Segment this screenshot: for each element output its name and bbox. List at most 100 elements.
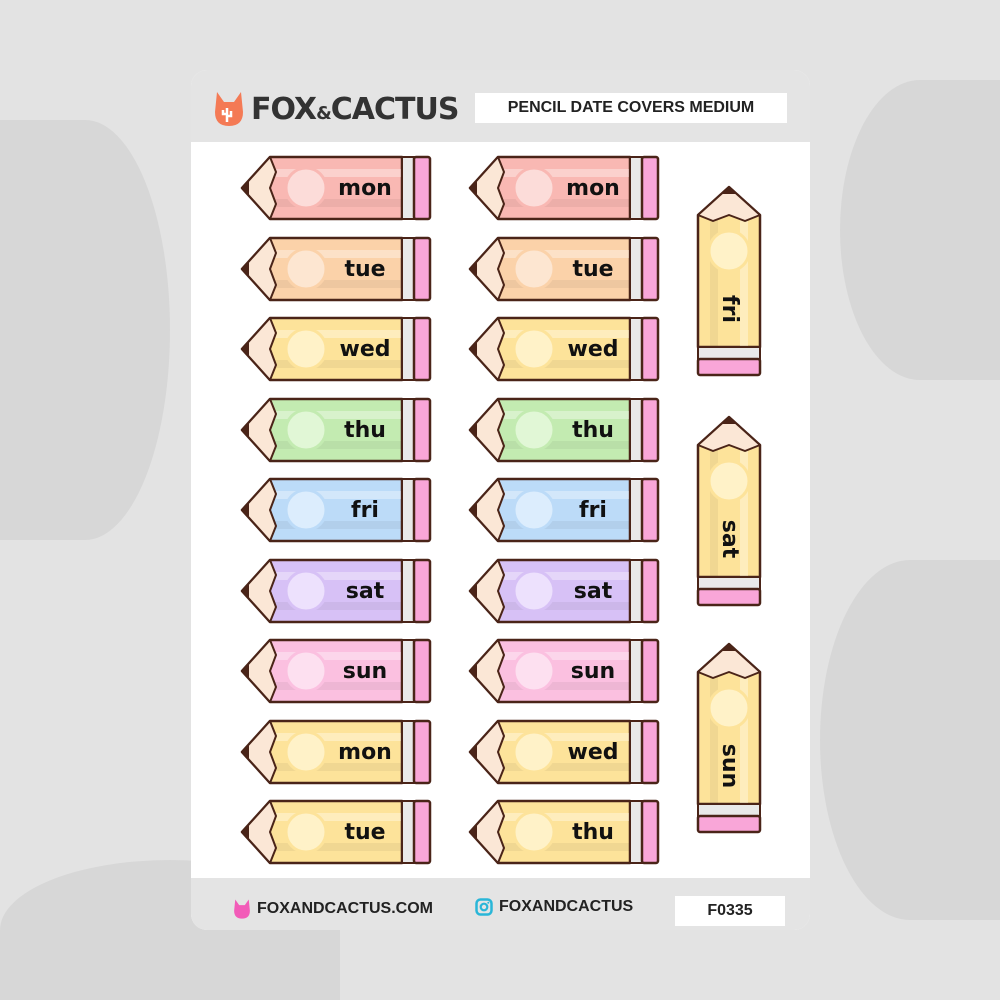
day-label: sun [717, 744, 742, 788]
date-circle [284, 569, 328, 612]
pencil-eraser [696, 587, 762, 607]
pencil-eraser [640, 558, 660, 623]
pencil-sticker-sat: sat [240, 558, 432, 623]
pencil-ferrule [401, 800, 415, 864]
date-circle [512, 327, 556, 371]
pencil-ferrule [697, 803, 761, 817]
pencil-sticker-tue: tue [240, 799, 432, 865]
pencil-ferrule [401, 639, 415, 703]
bg-shape [820, 560, 1000, 920]
pencil-sticker-sun: sun [468, 638, 660, 704]
pencil-lead [470, 421, 477, 438]
pencil-lead [470, 502, 477, 518]
date-circle [512, 408, 556, 451]
pencil-ferrule [401, 478, 415, 542]
day-label: mon [338, 176, 392, 201]
pencil-sticker-wed: wed [468, 719, 660, 784]
pencil-sticker-tue: tue [468, 236, 660, 301]
bg-shape [0, 120, 170, 540]
fox-icon [234, 899, 250, 919]
sheet-header: FOX&CACTUS PENCIL DATE COVERS MEDIUM [191, 70, 810, 142]
pencil-ferrule [629, 719, 643, 784]
instagram-icon [475, 898, 493, 916]
sheet-footer: FOXANDCACTUS.COM FOXANDCACTUS F0335 [191, 878, 810, 930]
pencil-ferrule [629, 800, 643, 864]
day-label: fri [717, 295, 742, 323]
pencil-lead [242, 582, 249, 599]
date-circle [284, 649, 328, 693]
pencil-lead [242, 663, 249, 679]
pencil-sticker-sat: sat [468, 558, 660, 623]
pencil-lead [242, 824, 249, 840]
date-circle [512, 730, 556, 773]
pencil-ferrule [629, 478, 643, 542]
brand-logo: FOX&CACTUS [213, 90, 459, 128]
pencil-lead [721, 417, 737, 424]
pencil-sticker-fri: fri [468, 477, 660, 543]
pencil-ferrule [697, 576, 761, 590]
day-label: tue [344, 820, 385, 845]
day-label: wed [568, 337, 619, 362]
day-label: sun [343, 659, 387, 684]
pencil-sticker-wed: wed [468, 316, 660, 382]
day-label: mon [338, 740, 392, 765]
pencil-ferrule [401, 719, 415, 784]
date-circle [512, 649, 556, 693]
date-circle [512, 247, 556, 290]
pencil-eraser [696, 814, 762, 834]
pencil-lead [242, 502, 249, 518]
pencil-ferrule [629, 558, 643, 623]
pencil-ferrule [629, 156, 643, 220]
day-label: thu [572, 418, 614, 443]
day-label: sat [717, 520, 742, 559]
pencil-eraser [412, 155, 432, 221]
pencil-eraser [412, 799, 432, 865]
pencil-eraser [412, 638, 432, 704]
pencil-lead [242, 341, 249, 357]
date-circle [284, 327, 328, 371]
pencil-ferrule [697, 346, 761, 360]
pencil-ferrule [629, 236, 643, 301]
pencil-ferrule [401, 156, 415, 220]
pencil-ferrule [401, 558, 415, 623]
date-circle [512, 810, 556, 854]
pencil-ferrule [629, 397, 643, 462]
date-circle [284, 408, 328, 451]
pencil-eraser [412, 236, 432, 301]
pencil-lead [242, 260, 249, 277]
pencil-eraser [640, 638, 660, 704]
website-link[interactable]: FOXANDCACTUS.COM [233, 898, 433, 920]
pencil-eraser [640, 477, 660, 543]
day-label: sun [571, 659, 615, 684]
pencil-lead [470, 180, 477, 196]
date-circle [707, 229, 751, 273]
date-circle [284, 488, 328, 532]
pencil-eraser [412, 316, 432, 382]
day-label: fri [579, 498, 607, 523]
pencil-sticker-thu: thu [468, 799, 660, 865]
pencil-sticker-fri: fri [240, 477, 432, 543]
day-label: wed [568, 740, 619, 765]
date-circle [284, 730, 328, 773]
instagram-link[interactable]: FOXANDCACTUS [475, 898, 633, 916]
pencil-sticker-thu: thu [240, 397, 432, 462]
sheet-title: PENCIL DATE COVERS MEDIUM [475, 93, 787, 123]
pencil-eraser [412, 477, 432, 543]
day-label: fri [351, 498, 379, 523]
pencil-lead [470, 582, 477, 599]
pencil-ferrule [629, 639, 643, 703]
pencil-lead [470, 743, 477, 760]
pencil-ferrule [401, 397, 415, 462]
pencil-sticker-wed: wed [240, 316, 432, 382]
pencil-sticker-mon: mon [468, 155, 660, 221]
pencil-eraser [640, 397, 660, 462]
pencil-eraser [696, 357, 762, 377]
date-circle [707, 459, 751, 503]
pencil-eraser [640, 799, 660, 865]
pencil-sticker-mon: mon [240, 155, 432, 221]
pencil-eraser [640, 316, 660, 382]
pencil-sticker-thu: thu [468, 397, 660, 462]
pencil-eraser [640, 236, 660, 301]
pencil-sticker-mon: mon [240, 719, 432, 784]
day-label: sat [574, 579, 613, 604]
